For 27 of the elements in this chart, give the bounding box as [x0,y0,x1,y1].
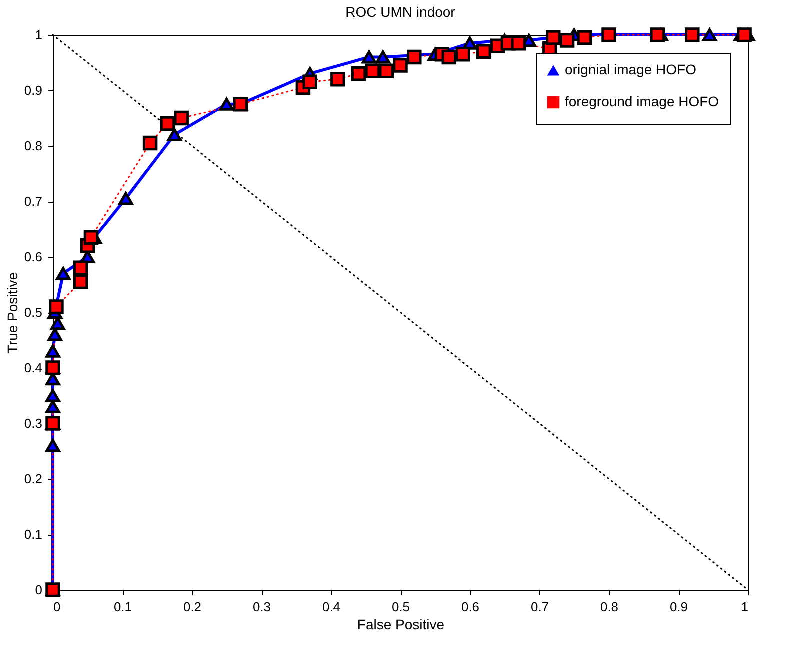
x-tick-label: 0.3 [252,600,272,614]
y-tick-label: 0.3 [24,416,42,431]
y-axis-title: True Positive [4,272,20,354]
y-tick-label: 0.7 [24,194,42,209]
y-tick-label: 0.2 [24,472,42,486]
x-tick-label: 0.6 [461,600,480,614]
y-tick-label: 0.5 [24,305,42,320]
x-axis-title: False Positive [357,616,445,632]
y-tick-label: 0.9 [24,83,42,98]
x-tick-label: 1 [741,600,748,614]
x-tick-label: 0.1 [114,600,132,614]
x-tick-label: 0 [54,600,61,614]
x-tick-label: 0.4 [322,600,341,614]
x-tick-label: 0.7 [530,600,550,614]
legend-label: foreground image HOFO [565,94,720,110]
y-tick-label: 0.8 [24,138,42,154]
chart-title: ROC UMN indoor [346,4,456,20]
x-tick-label: 0.2 [183,600,202,614]
x-tick-label: 0.8 [600,600,619,614]
y-tick-label: 0.4 [24,360,42,376]
y-tick-label: 0.6 [24,250,42,264]
x-tick-label: 0.9 [670,600,688,614]
y-tick-label: 0 [35,582,42,598]
y-tick-label: 1 [35,28,42,42]
y-tick-label: 0.1 [24,527,42,542]
legend-label: orignial image HOFO [565,62,697,78]
x-tick-label: 0.5 [392,600,410,614]
